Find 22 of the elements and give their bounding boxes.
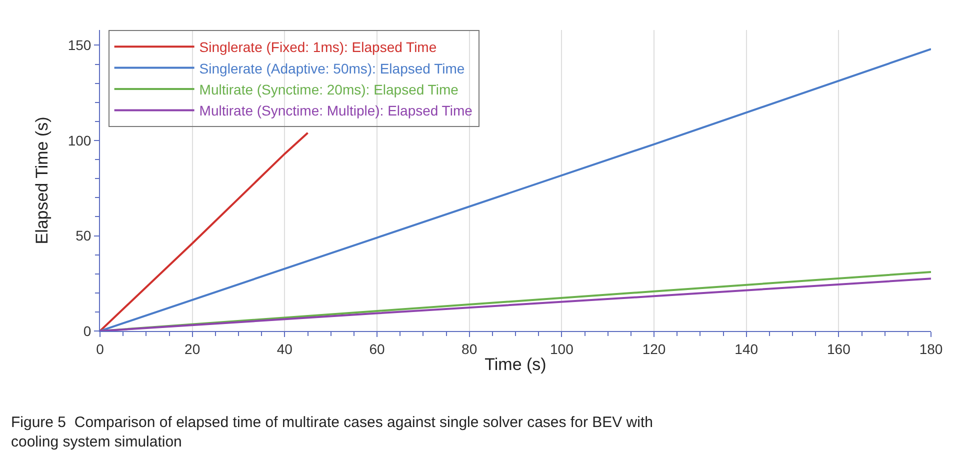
text: Singlerate (Adaptive: 50ms): Elapsed Time [199,60,465,76]
y-tick-label: 0 [83,322,92,339]
line-series [100,132,309,331]
y-axis-title: Elapsed Time (s) [32,116,52,244]
x-axis-title: Time (s) [484,355,546,374]
x-tick-label: 100 [550,340,574,357]
y-tick-label: 150 [68,37,92,54]
x-tick-label: 120 [642,340,666,357]
x-tick-label: 80 [462,340,478,357]
text: Singlerate (Fixed: 1ms): Elapsed Time [199,39,437,56]
caption: Figure 5 Comparison of elapsed time of multirate cases against single solver cases for BEV with cooling system simulation [11,414,653,450]
text: Multirate (Synctime: Multiple): Elapsed Time [199,102,473,119]
x-tick-label: 20 [184,340,200,357]
x-tick-label: 160 [826,340,851,357]
x-tick-label: 0 [96,340,104,357]
x-tick-label: 180 [919,340,943,357]
text: Multirate (Synctime: 20ms): Elapsed Time [199,81,459,98]
x-tick-label: 140 [734,340,758,357]
x-tick-label: 40 [276,340,293,357]
x-tick-label: 60 [369,340,385,357]
y-tick-label: 100 [68,132,92,148]
y-tick-label: 50 [76,228,92,244]
